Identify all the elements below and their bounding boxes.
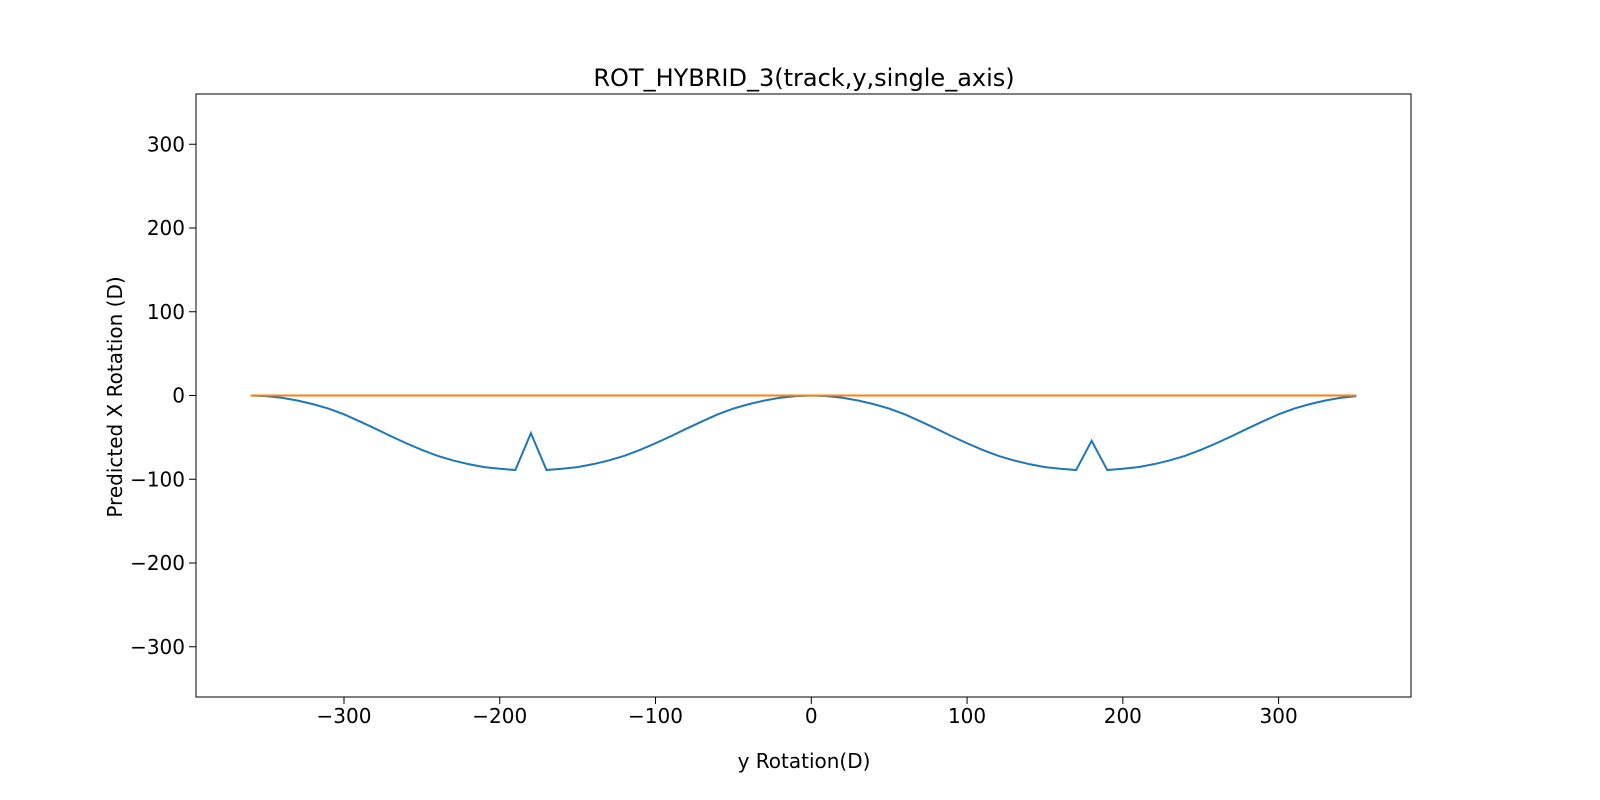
x-tick-label: 300 bbox=[1260, 704, 1298, 728]
x-tick-label: −100 bbox=[628, 704, 683, 728]
y-tick-label: −100 bbox=[130, 467, 185, 491]
y-tick-label: 300 bbox=[147, 132, 185, 156]
x-axis: −300 −200 −100 0 100 200 300 bbox=[317, 697, 1298, 728]
y-axis: −300 −200 −100 0 100 200 300 bbox=[130, 132, 196, 659]
chart-title: ROT_HYBRID_3(track,y,single_axis) bbox=[593, 64, 1014, 92]
x-axis-label: y Rotation(D) bbox=[738, 749, 871, 773]
x-tick-label: 100 bbox=[948, 704, 986, 728]
x-tick-label: 200 bbox=[1104, 704, 1142, 728]
y-tick-label: −200 bbox=[130, 551, 185, 575]
x-tick-label: −200 bbox=[472, 704, 527, 728]
x-tick-label: −300 bbox=[317, 704, 372, 728]
plot-frame bbox=[195, 93, 1412, 698]
y-axis-label: Predicted X Rotation (D) bbox=[103, 276, 127, 517]
y-tick-label: 100 bbox=[147, 300, 185, 324]
y-tick-label: −300 bbox=[130, 635, 185, 659]
y-tick-label: 200 bbox=[147, 216, 185, 240]
x-tick-label: 0 bbox=[805, 704, 818, 728]
y-tick-label: 0 bbox=[172, 384, 185, 408]
plot-area bbox=[250, 394, 1357, 472]
